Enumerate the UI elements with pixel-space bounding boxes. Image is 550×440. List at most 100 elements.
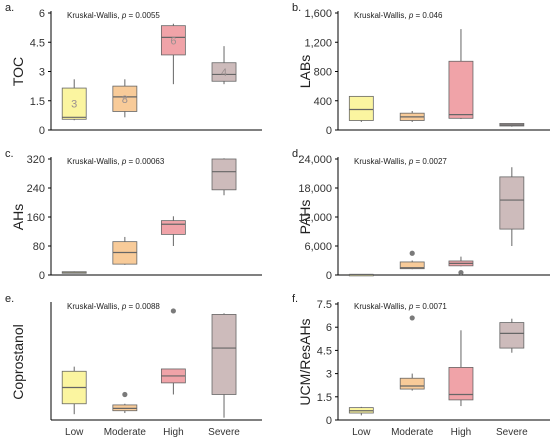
y-tick-label: 12,000 [298,212,332,224]
y-tick-label: 400 [314,96,332,108]
box-body [211,158,237,191]
outlier-point [122,391,128,398]
panel-label: c. [5,148,14,160]
stat-annotation: Kruskal-Wallis, p = 0.0088 [67,302,160,311]
y-tick-label: 1,200 [304,37,332,49]
outlier-point [409,250,415,256]
box-count-label: 4 [221,67,227,79]
x-tick-label: Severe [496,427,528,438]
panel-b: b. LABs 0 400 800 1,200 1,600 Kruskal-Wallis, p… [292,2,550,137]
outlier-point [458,269,464,276]
panel-d: d. PAHs 0 6,000 12,000 18,000 24,000 Kruskal-Wa… [292,148,550,282]
y-tick-label: 800 [314,67,332,79]
y-tick-label: 0 [39,125,45,137]
box-severe [499,123,525,127]
stat-annotation: Kruskal-Wallis, p = 0.0055 [67,11,160,20]
y-tick-label: 160 [27,212,45,224]
y-tick-label: 0 [326,415,332,427]
box-severe [499,167,525,246]
panel-label: e. [5,293,14,305]
box-count-label: 3 [71,99,77,111]
box-body [61,87,87,120]
y-axis-title: AHs [10,204,26,230]
box-low [348,95,374,122]
box-low [348,273,374,277]
box-low [348,406,374,416]
box-moderate: 8 [112,79,138,118]
stat-annotation: Kruskal-Wallis, p = 0.046 [354,11,443,20]
y-tick-label: 4.5 [30,37,45,49]
box-count-label: 8 [122,94,128,106]
box-high: 6 [160,23,186,85]
y-tick-label: 3 [326,369,332,381]
box-severe: 4 [211,46,237,85]
y-tick-label: 7.5 [317,299,332,311]
y-tick-label: 1.5 [30,96,45,108]
box-body [399,377,425,390]
box-body [499,176,525,230]
y-tick-label: 6 [326,322,332,334]
x-tick-label: High [451,427,472,438]
box-moderate [399,315,425,391]
y-tick-label: 320 [27,154,45,166]
box-severe [211,313,237,418]
box-body [499,322,525,349]
panel-label: d. [292,148,301,160]
y-tick-label: 6,000 [304,241,332,253]
box-body [399,261,425,270]
panel-f: f. UCM/ResAHs 0 1.5 3 4.5 6 7.5 Kruskal-Wallis, … [292,293,550,438]
y-tick-label: 1,600 [304,8,332,20]
y-tick-label: 0 [326,270,332,282]
panel-c: c. AHs 0 80 160 240 320 Kruskal-Wallis, p = 0.0… [5,148,262,282]
x-tick-label: Moderate [104,427,147,438]
stat-annotation: Kruskal-Wallis, p = 0.00063 [67,157,165,166]
box-body [160,220,186,235]
panel-e: e. Coprostanol Kruskal-Wallis, p = 0.0088 L… [5,293,262,438]
panel-a: a. TOC 0 1.5 3 4.5 6 Kruskal-Wallis, p = 0.0055… [5,2,262,137]
box-low [61,366,87,415]
x-tick-label: High [163,427,184,438]
box-moderate [399,250,425,270]
y-axis-title: LABs [297,55,313,88]
box-body [112,85,138,112]
x-tick-label: Low [65,427,84,438]
box-moderate [112,391,138,414]
panel-label: f. [292,293,298,305]
box-severe [499,318,525,353]
y-axis-title: UCM/ResAHs [297,318,313,405]
x-tick-label: Moderate [391,427,434,438]
y-tick-label: 6 [39,8,45,20]
box-high [448,29,474,120]
x-tick-label: Low [352,427,371,438]
box-high [160,216,186,246]
panel-label: a. [5,2,14,14]
stat-annotation: Kruskal-Wallis, p = 0.0027 [354,157,447,166]
y-axis-title: TOC [10,57,26,86]
x-tick-label: Severe [208,427,240,438]
box-severe [211,158,237,196]
box-body [211,314,237,395]
y-axis-title: Coprostanol [10,324,26,400]
y-tick-label: 1.5 [317,392,332,404]
box-low [61,271,87,274]
box-count-label: 6 [170,35,176,47]
y-tick-label: 4.5 [317,345,332,357]
stat-annotation: Kruskal-Wallis, p = 0.0071 [354,302,447,311]
box-high [160,308,186,395]
y-tick-label: 80 [33,241,45,253]
y-tick-label: 0 [326,125,332,137]
y-tick-label: 3 [39,67,45,79]
box-high [448,330,474,407]
y-tick-label: 240 [27,183,45,195]
outlier-point [170,308,176,314]
y-tick-label: 24,000 [298,154,332,166]
outlier-point [409,315,415,321]
panel-label: b. [292,2,301,14]
box-body [160,25,186,56]
box-moderate [399,110,425,122]
box-body [348,95,374,121]
box-moderate [112,236,138,265]
box-high [448,256,474,276]
y-axis-title: PAHs [297,200,313,235]
